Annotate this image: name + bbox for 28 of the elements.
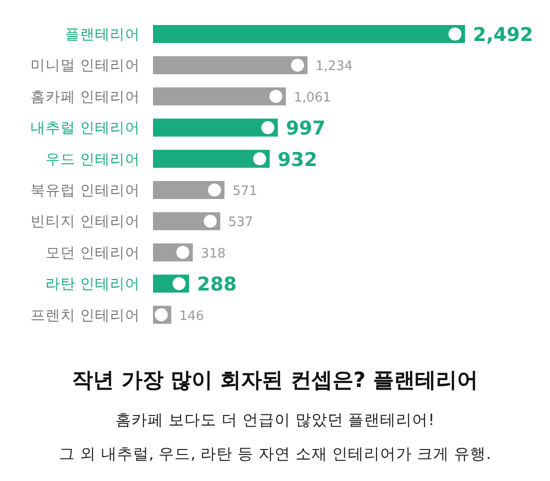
text: 그 외 내추럴, 우드, 라탄 등 자연 소재 인테리어가 크게 유행.	[58, 445, 492, 463]
data-label: 1,061	[294, 90, 332, 106]
y-tick-label: 우드 인테리어	[45, 152, 140, 168]
y-tick-label: 홈카페 인테리어	[30, 89, 140, 106]
data-label: 2,492	[473, 24, 534, 46]
data-label: 1,234	[316, 59, 353, 74]
data-label: 571	[232, 184, 258, 199]
bar	[153, 25, 465, 43]
data-label: 537	[228, 215, 254, 230]
y-tick-label: 프렌치 인테리어	[30, 308, 140, 324]
text: 작년 가장 많이 회자된 컨셉은? 플랜테리어	[72, 368, 478, 392]
y-tick-label: 플랜테리어	[65, 27, 140, 43]
y-tick-label: 모던 인테리어	[45, 245, 140, 262]
text: 홈카페 보다도 더 언급이 많았던 플랜테리어!	[116, 411, 434, 429]
y-tick-label: 미니멀 인테리어	[30, 58, 140, 74]
bar	[153, 150, 270, 168]
y-tick-label: 빈티지 인테리어	[30, 214, 140, 230]
bar	[153, 87, 286, 106]
data-label: 146	[179, 308, 204, 324]
bar	[153, 56, 308, 74]
bar	[153, 118, 278, 137]
data-label: 288	[197, 274, 237, 296]
data-label: 997	[286, 118, 326, 140]
y-tick-label: 북유럽 인테리어	[30, 183, 140, 199]
data-label: 318	[200, 246, 226, 262]
data-label: 932	[278, 148, 318, 171]
y-tick-label: 라탄 인테리어	[45, 276, 140, 293]
y-tick-label: 내추럴 인테리어	[30, 120, 140, 137]
